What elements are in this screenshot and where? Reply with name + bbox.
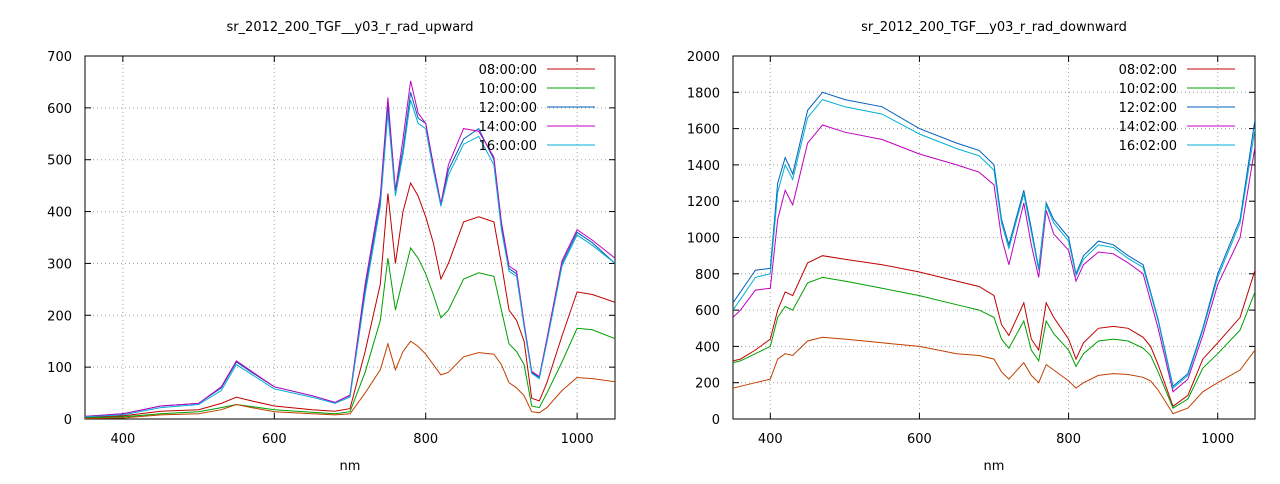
y-tick-label: 800	[695, 268, 720, 283]
series-line-1	[733, 276, 1255, 409]
x-tick-label: 1000	[1201, 432, 1234, 447]
series-line-2	[85, 92, 615, 417]
y-tick-label: 500	[47, 154, 72, 169]
y-tick-label: 600	[47, 102, 72, 117]
y-tick-label: 0	[712, 413, 720, 428]
series-line-3	[733, 124, 1255, 393]
series-line-5	[733, 336, 1255, 415]
downward-chart: sr_2012_200_TGF__y03_r_rad_downward 400 60…	[640, 0, 1280, 480]
upward-chart: sr_2012_200_TGF__y03_r_rad_upward 400 600 8…	[0, 0, 640, 480]
y-tick-label: 300	[47, 257, 72, 272]
y-tick-label: 200	[695, 377, 720, 392]
series-line-4	[733, 99, 1255, 390]
x-axis-label: nm	[984, 459, 1005, 474]
x-tick-label: 400	[758, 432, 783, 447]
legend-label: 16:00:00	[479, 139, 537, 154]
x-tick-label: 800	[413, 432, 438, 447]
y-tick-label: 200	[47, 309, 72, 324]
series-line-4	[85, 99, 615, 418]
x-tick-label: 400	[110, 432, 135, 447]
y-tick-label: 400	[47, 206, 72, 221]
x-tick-label: 800	[1056, 432, 1081, 447]
y-tick-label: 100	[47, 361, 72, 376]
y-tick-label: 1000	[687, 232, 720, 247]
series-line-0	[85, 181, 615, 418]
y-tick-label: 700	[47, 50, 72, 65]
y-tick-label: 1200	[687, 195, 720, 210]
y-tick-label: 1400	[687, 159, 720, 174]
chart-title: sr_2012_200_TGF__y03_r_rad_upward	[226, 20, 473, 35]
series-line-2	[733, 91, 1255, 388]
upward-chart-svg: sr_2012_200_TGF__y03_r_rad_upward 400 600 8…	[47, 20, 616, 474]
x-axis-label: nm	[340, 459, 361, 474]
legend-label: 10:02:00	[1119, 82, 1177, 97]
series-line-1	[85, 246, 615, 419]
legend-label: 10:00:00	[479, 82, 537, 97]
legend-label: 12:02:00	[1119, 101, 1177, 116]
legend-label: 08:02:00	[1119, 63, 1177, 78]
y-tick-label: 1600	[687, 123, 720, 138]
x-tick-label: 1000	[561, 432, 594, 447]
legend-label: 14:00:00	[479, 120, 537, 135]
y-tick-label: 2000	[687, 50, 720, 65]
legend-label: 08:00:00	[479, 63, 537, 78]
y-tick-label: 600	[695, 304, 720, 319]
y-tick-label: 400	[695, 340, 720, 355]
legend-label: 14:02:00	[1119, 120, 1177, 135]
x-tick-label: 600	[907, 432, 932, 447]
chart-title: sr_2012_200_TGF__y03_r_rad_downward	[861, 20, 1127, 35]
series-line-5	[85, 340, 615, 419]
series-line-3	[85, 80, 615, 417]
series-line-0	[733, 255, 1255, 408]
legend-label: 16:02:00	[1119, 139, 1177, 154]
legend-label: 12:00:00	[479, 101, 537, 116]
y-tick-label: 0	[64, 413, 72, 428]
y-tick-label: 1800	[687, 86, 720, 101]
x-tick-label: 600	[262, 432, 287, 447]
plot-frame	[84, 55, 616, 420]
downward-chart-svg: sr_2012_200_TGF__y03_r_rad_downward 400 60…	[687, 20, 1256, 474]
